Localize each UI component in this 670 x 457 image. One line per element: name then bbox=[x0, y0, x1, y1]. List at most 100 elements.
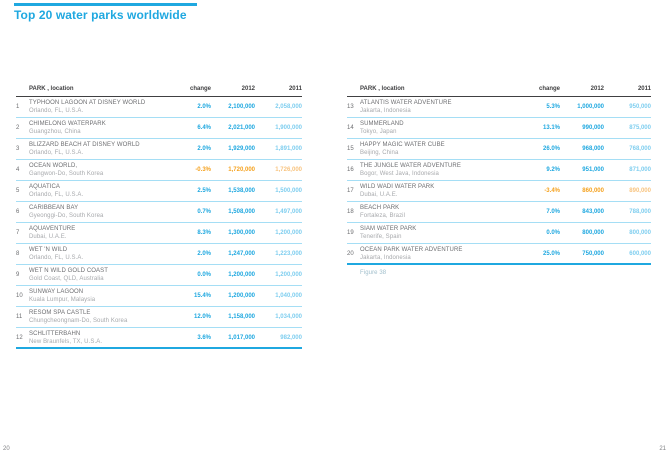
park-rank: 15 bbox=[347, 146, 354, 152]
attendance-2012: 2,021,000 bbox=[228, 125, 255, 131]
table-row: 11 RESOM SPA CASTLE Chungcheongnam-Do, S… bbox=[16, 307, 302, 328]
column-header-2012: 2012 bbox=[590, 86, 604, 92]
park-cell: TYPHOON LAGOON AT DISNEY WORLD Orlando, … bbox=[29, 99, 171, 115]
table-row: 10 SUNWAY LAGOON Kuala Lumpur, Malaysia … bbox=[16, 286, 302, 307]
attendance-2012: 1,000,000 bbox=[577, 104, 604, 110]
title-rule bbox=[14, 3, 197, 6]
attendance-2012: 2,100,000 bbox=[228, 104, 255, 110]
attendance-2012: 968,000 bbox=[582, 146, 604, 152]
attendance-2012: 1,247,000 bbox=[228, 251, 255, 257]
park-name: TYPHOON LAGOON AT DISNEY WORLD bbox=[29, 100, 146, 106]
water-parks-table-ranks-1-12: PARK , location change 2012 2011 1 TYPHO… bbox=[16, 85, 302, 349]
attendance-2011: 982,000 bbox=[280, 334, 302, 341]
park-cell: SUNWAY LAGOON Kuala Lumpur, Malaysia bbox=[29, 288, 171, 304]
table-row: 16 THE JUNGLE WATER ADVENTURE Bogor, Wes… bbox=[347, 160, 651, 181]
change-value: 0.0% bbox=[197, 272, 211, 278]
attendance-2011: 1,891,000 bbox=[275, 146, 302, 152]
park-rank: 18 bbox=[347, 209, 354, 215]
attendance-2011: 800,000 bbox=[629, 230, 651, 236]
table-row: 2 CHIMELONG WATERPARK Guangzhou, China 6… bbox=[16, 118, 302, 139]
table-body-left: 1 TYPHOON LAGOON AT DISNEY WORLD Orlando… bbox=[16, 97, 302, 349]
table-row: 8 WET 'N WILD Orlando, FL, U.S.A. 2.0% 1… bbox=[16, 244, 302, 265]
change-value: 2.5% bbox=[197, 188, 211, 194]
park-location: Fortaleza, Brazil bbox=[360, 213, 406, 219]
attendance-2012: 1,508,000 bbox=[228, 209, 255, 215]
attendance-2011: 1,497,000 bbox=[275, 209, 302, 215]
park-location: Orlando, FL, U.S.A. bbox=[29, 255, 84, 261]
park-rank: 4 bbox=[16, 167, 20, 173]
park-rank: 9 bbox=[16, 272, 20, 278]
attendance-2011: 1,726,000 bbox=[275, 167, 302, 173]
park-location: Orlando, FL, U.S.A. bbox=[29, 150, 84, 156]
park-cell: OCEAN PARK WATER ADVENTURE Jakarta, Indo… bbox=[360, 246, 520, 262]
park-name: WILD WADI WATER PARK bbox=[360, 184, 435, 190]
park-cell: HAPPY MAGIC WATER CUBE Beijing, China bbox=[360, 141, 520, 157]
park-name: CHIMELONG WATERPARK bbox=[29, 121, 106, 127]
park-rank: 17 bbox=[347, 188, 354, 194]
park-location: Dubai, U.A.E. bbox=[360, 192, 398, 198]
table-row: 5 AQUATICA Orlando, FL, U.S.A. 2.5% 1,53… bbox=[16, 181, 302, 202]
table-row: 3 BLIZZARD BEACH AT DISNEY WORLD Orlando… bbox=[16, 139, 302, 160]
attendance-2012: 1,200,000 bbox=[228, 272, 255, 278]
park-cell: SCHLITTERBAHN New Braunfels, TX, U.S.A. bbox=[29, 330, 171, 346]
park-rank: 14 bbox=[347, 125, 354, 131]
park-cell: RESOM SPA CASTLE Chungcheongnam-Do, Sout… bbox=[29, 309, 171, 325]
page-number-left: 20 bbox=[3, 446, 10, 452]
park-rank: 19 bbox=[347, 230, 354, 236]
attendance-2011: 1,900,000 bbox=[275, 125, 302, 131]
attendance-2012: 750,000 bbox=[582, 250, 604, 257]
change-value: 9.2% bbox=[546, 167, 560, 173]
table-row: 13 ATLANTIS WATER ADVENTURE Jakarta, Ind… bbox=[347, 97, 651, 118]
attendance-2012: 800,000 bbox=[582, 230, 604, 236]
table-row: 9 WET N WILD GOLD COAST Gold Coast, QLD,… bbox=[16, 265, 302, 286]
attendance-2012: 1,929,000 bbox=[228, 146, 255, 152]
change-value: -0.3% bbox=[195, 167, 211, 173]
park-name: BLIZZARD BEACH AT DISNEY WORLD bbox=[29, 142, 140, 148]
attendance-2011: 950,000 bbox=[629, 104, 651, 110]
park-rank: 1 bbox=[16, 104, 20, 110]
park-rank: 5 bbox=[16, 188, 20, 194]
park-cell: WET N WILD GOLD COAST Gold Coast, QLD, A… bbox=[29, 267, 171, 283]
attendance-2011: 1,500,000 bbox=[275, 188, 302, 194]
column-header-change: change bbox=[538, 86, 560, 92]
park-name: ATLANTIS WATER ADVENTURE bbox=[360, 100, 452, 106]
park-rank: 2 bbox=[16, 125, 20, 131]
park-name: AQUAVENTURE bbox=[29, 226, 76, 232]
park-cell: AQUATICA Orlando, FL, U.S.A. bbox=[29, 183, 171, 199]
park-name: THE JUNGLE WATER ADVENTURE bbox=[360, 163, 461, 169]
park-cell: CHIMELONG WATERPARK Guangzhou, China bbox=[29, 120, 171, 136]
park-name: CARIBBEAN BAY bbox=[29, 205, 79, 211]
attendance-2011: 1,040,000 bbox=[275, 293, 302, 299]
park-location: Kuala Lumpur, Malaysia bbox=[29, 297, 96, 303]
page-title: Top 20 water parks worldwide bbox=[14, 8, 187, 22]
table-row: 7 AQUAVENTURE Dubai, U.A.E. 8.3% 1,300,0… bbox=[16, 223, 302, 244]
table-row: 4 OCEAN WORLD, Gangwon-Do, South Korea -… bbox=[16, 160, 302, 181]
park-location: Orlando, FL, U.S.A. bbox=[29, 108, 84, 114]
park-cell: OCEAN WORLD, Gangwon-Do, South Korea bbox=[29, 162, 171, 178]
park-location: Guangzhou, China bbox=[29, 129, 81, 135]
column-header-change: change bbox=[189, 86, 211, 92]
table-row: 14 SUMMERLAND Tokyo, Japan 13.1% 990,000… bbox=[347, 118, 651, 139]
park-location: Jakarta, Indonesia bbox=[360, 108, 411, 114]
park-rank: 8 bbox=[16, 251, 20, 257]
attendance-2012: 1,017,000 bbox=[228, 334, 255, 341]
park-location: Tenerife, Spain bbox=[360, 234, 402, 240]
park-rank: 20 bbox=[347, 250, 354, 257]
park-cell: BLIZZARD BEACH AT DISNEY WORLD Orlando, … bbox=[29, 141, 171, 157]
park-name: WET N WILD GOLD COAST bbox=[29, 268, 108, 274]
attendance-2011: 1,200,000 bbox=[275, 272, 302, 278]
park-location: Gold Coast, QLD, Australia bbox=[29, 276, 104, 282]
change-value: 26.0% bbox=[542, 146, 560, 152]
column-header-park-location: PARK , location bbox=[360, 86, 405, 92]
park-rank: 6 bbox=[16, 209, 20, 215]
column-header-2012: 2012 bbox=[241, 86, 255, 92]
park-rank: 10 bbox=[16, 293, 23, 299]
table-row: 19 SIAM WATER PARK Tenerife, Spain 0.0% … bbox=[347, 223, 651, 244]
change-value: 8.3% bbox=[197, 230, 211, 236]
park-name: AQUATICA bbox=[29, 184, 61, 190]
park-location: Chungcheongnam-Do, South Korea bbox=[29, 318, 128, 324]
change-value: -3.4% bbox=[544, 188, 560, 194]
table-row: 20 OCEAN PARK WATER ADVENTURE Jakarta, I… bbox=[347, 244, 651, 265]
park-rank: 12 bbox=[16, 334, 23, 341]
change-value: 7.0% bbox=[546, 209, 560, 215]
